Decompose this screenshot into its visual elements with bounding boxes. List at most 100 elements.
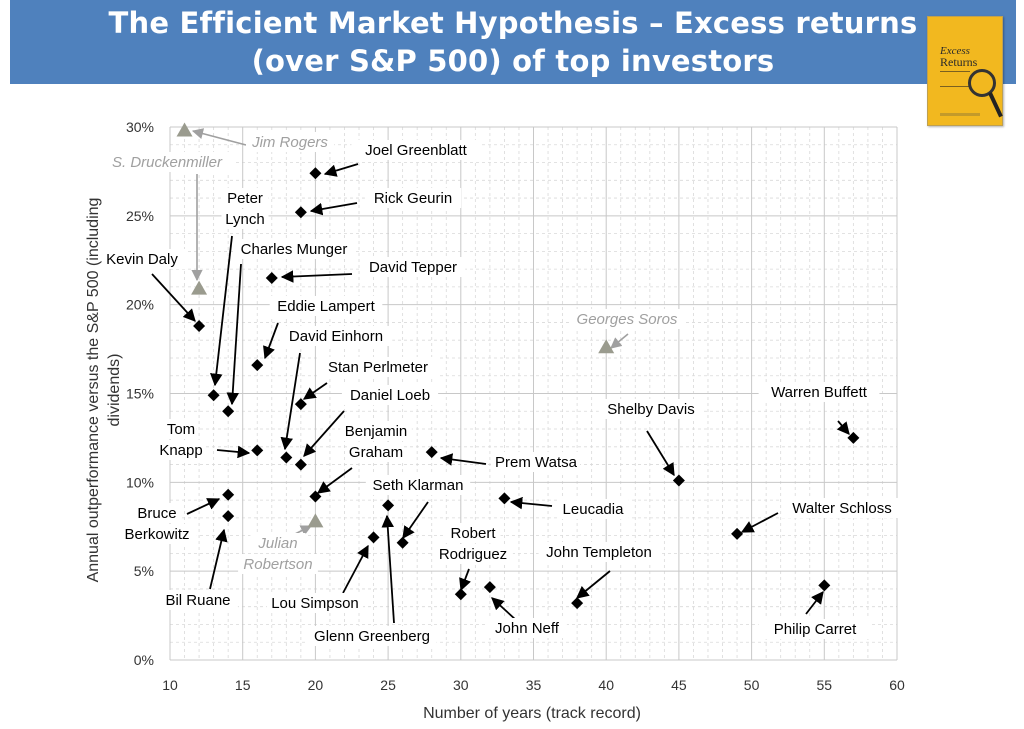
- annotation-arrow: [740, 512, 779, 533]
- annotation-arrow: [509, 496, 553, 510]
- point-label: Daniel Loeb: [350, 387, 430, 404]
- data-point-diamond: [571, 597, 584, 610]
- annotation-arrow: [151, 273, 196, 322]
- point-label: Rick Geurin: [374, 190, 452, 207]
- label-background: [433, 544, 513, 564]
- point-label: Julian: [257, 535, 297, 552]
- annotation-arrow: [302, 382, 328, 400]
- book-text-lines: [940, 71, 970, 87]
- point-label: Jim Rogers: [251, 134, 328, 151]
- point-label: David Einhorn: [289, 328, 383, 345]
- chart-title-line-2: (over S&P 500) of top investors: [251, 44, 775, 78]
- data-point-diamond: [251, 444, 264, 457]
- point-label: David Tepper: [369, 259, 457, 276]
- y-tick-label: 5%: [134, 563, 154, 579]
- label-background: [781, 498, 903, 518]
- y-tick-label: 25%: [126, 208, 154, 224]
- annotation-arrow: [186, 498, 221, 515]
- magnifier-icon: [968, 69, 996, 97]
- label-background: [365, 475, 471, 495]
- label-background: [364, 188, 462, 208]
- annotation-arrow: [342, 544, 369, 594]
- point-label: Robert: [450, 525, 496, 542]
- label-background: [266, 593, 364, 613]
- annotation-arrow: [805, 591, 824, 615]
- label-background: [348, 442, 404, 462]
- data-point-diamond: [847, 431, 860, 444]
- data-point-triangle: [176, 122, 193, 137]
- data-point-diamond: [818, 579, 831, 592]
- annotation-arrow: [280, 270, 353, 283]
- data-point-diamond: [483, 581, 496, 594]
- data-point-diamond: [294, 458, 307, 471]
- data-point-diamond: [672, 474, 685, 487]
- point-label: Philip Carret: [774, 621, 857, 638]
- label-background: [307, 626, 437, 646]
- point-label: Tom: [167, 421, 195, 438]
- label-background: [221, 188, 269, 208]
- book-title: Returns: [940, 55, 978, 69]
- y-axis-label-line-1: Annual outperformance versus the S&P 500…: [85, 198, 102, 583]
- point-label: Peter: [227, 190, 263, 207]
- point-label: Warren Buffett: [771, 384, 868, 401]
- x-axis-label: Number of years (track record): [423, 705, 641, 722]
- data-point-diamond: [222, 510, 235, 523]
- x-tick-label: 40: [598, 677, 614, 693]
- label-background: [98, 152, 236, 172]
- label-background: [221, 209, 269, 229]
- data-point-diamond: [251, 359, 264, 372]
- data-point-diamond: [396, 536, 409, 549]
- point-label: Prem Watsa: [495, 454, 578, 471]
- chart-title-line-1: The Efficient Market Hypothesis – Excess…: [108, 6, 918, 40]
- label-background: [341, 385, 439, 405]
- label-background: [351, 140, 481, 160]
- annotation-arrow: [263, 322, 279, 360]
- data-point-diamond: [367, 531, 380, 544]
- annotation-arrow: [381, 514, 395, 624]
- x-tick-label: 35: [526, 677, 542, 693]
- x-tick-label: 10: [162, 677, 178, 693]
- label-background: [492, 452, 580, 472]
- point-label: Georges Soros: [577, 311, 678, 328]
- data-points: [176, 122, 860, 610]
- annotation-arrow: [191, 128, 247, 146]
- data-point-diamond: [207, 389, 220, 402]
- data-point-diamond: [222, 405, 235, 418]
- point-label: Lynch: [225, 211, 264, 228]
- data-point-triangle: [307, 513, 324, 528]
- point-label: Bil Ruane: [165, 592, 230, 609]
- label-background: [340, 421, 412, 441]
- label-background: [157, 440, 205, 460]
- y-axis-label-line-2: dividends): [106, 354, 123, 427]
- axis-tick-labels: 10 15 20 25 30 35 40 45 50 55 60 0% 5% 10% 15% 20% 25% 30…: [126, 119, 905, 693]
- point-label: Eddie Lampert: [277, 298, 375, 315]
- annotation-arrow: [459, 568, 471, 592]
- label-background: [758, 619, 872, 639]
- annotation-arrow: [402, 501, 429, 540]
- annotation-arrow: [216, 445, 251, 459]
- data-point-triangle: [191, 280, 208, 295]
- point-label: Lou Simpson: [271, 595, 359, 612]
- label-background: [487, 618, 567, 638]
- point-label: Shelby Davis: [607, 401, 695, 418]
- data-point-diamond: [294, 206, 307, 219]
- book-title-italic: Excess: [940, 45, 970, 57]
- point-label: Berkowitz: [124, 526, 189, 543]
- label-background: [250, 533, 306, 553]
- data-point-diamond: [294, 398, 307, 411]
- annotation-arrow: [309, 202, 358, 216]
- annotation-arrows: [151, 128, 850, 624]
- label-background: [233, 239, 355, 259]
- annotation-arrow: [836, 420, 850, 435]
- label-background: [570, 309, 684, 329]
- point-label: Charles Munger: [241, 241, 348, 258]
- annotation-arrow: [280, 352, 301, 451]
- data-point-diamond: [309, 490, 322, 503]
- x-tick-label: 50: [744, 677, 760, 693]
- data-point-diamond: [265, 272, 278, 285]
- x-tick-label: 55: [817, 677, 833, 693]
- annotation-arrow: [439, 453, 487, 466]
- point-label: Glenn Greenberg: [314, 628, 430, 645]
- point-label: John Templeton: [546, 544, 652, 561]
